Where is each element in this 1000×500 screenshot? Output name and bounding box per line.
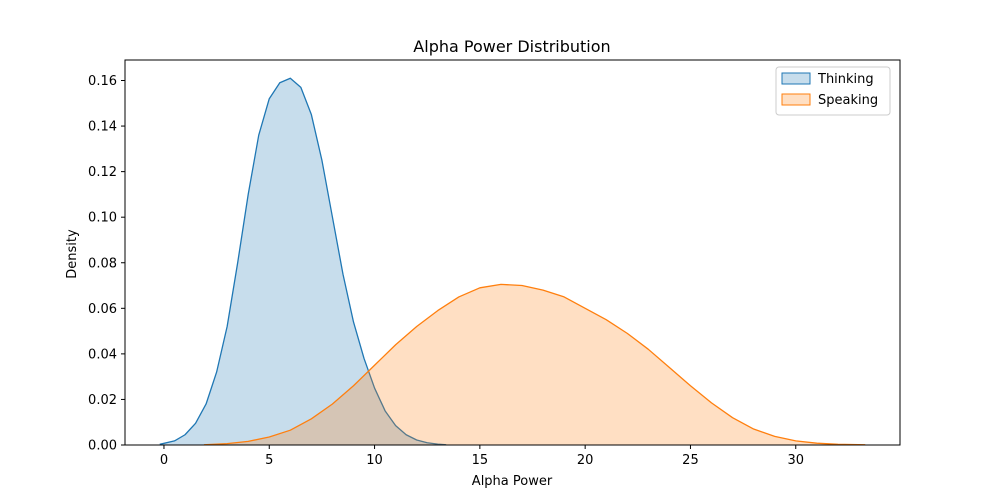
x-tick-label: 25 [682,453,699,468]
axes-frame [124,59,901,446]
x-tick-label: 5 [265,453,273,468]
y-tick-label: 0.06 [88,302,117,317]
x-axis-title: Alpha Power [472,474,553,489]
y-tick-label: 0.12 [88,165,117,180]
legend-box [775,66,891,116]
y-tick-label: 0.14 [88,120,117,135]
series-line-thinking [159,77,447,446]
x-tick-label: 20 [577,453,594,468]
legend-swatch-speaking [781,93,811,106]
y-tick-label: 0.10 [88,211,117,226]
y-tick-label: 0.02 [88,393,117,408]
x-tick-label: 0 [160,453,168,468]
x-tick-label: 15 [472,453,489,468]
legend-swatch-thinking [781,72,811,85]
series-line-speaking [203,283,866,446]
y-tick-label: 0.08 [88,256,117,271]
axes: 0 5 10 15 20 25 30 0.00 0.02 0.04 0.06 0.08 0.10 0.12… [88,59,901,468]
x-tick-label: 10 [366,453,383,468]
series-area-speaking [203,284,866,445]
series-area-thinking [159,78,447,445]
chart-title: Alpha Power Distribution [413,37,610,56]
y-axis-title: Density [65,229,80,279]
plot-area [159,77,866,446]
y-tick-label: 0.16 [88,74,117,89]
x-tick-label: 30 [787,453,804,468]
legend: Thinking Speaking [775,66,891,116]
legend-label-thinking: Thinking [817,72,874,87]
y-tick-label: 0.00 [88,439,117,454]
y-tick-label: 0.04 [88,347,117,362]
legend-label-speaking: Speaking [818,93,878,108]
